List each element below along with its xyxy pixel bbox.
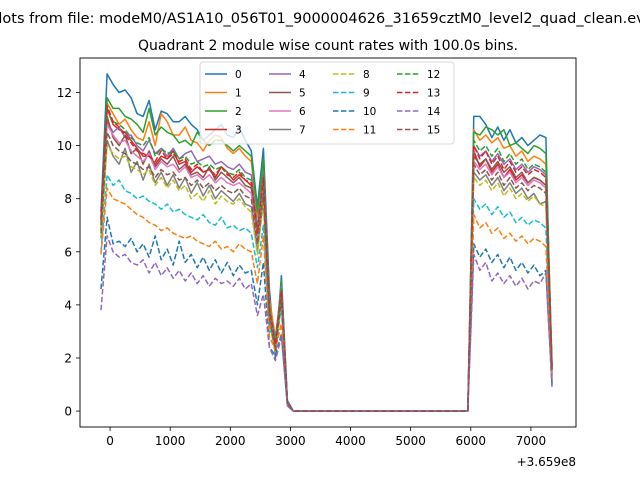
y-tick-label: 8 <box>64 192 72 206</box>
series-line-15 <box>100 131 553 412</box>
legend-label-1: 1 <box>235 88 242 100</box>
y-axis: 0 2 4 6 8 10 12 <box>57 86 80 419</box>
x-axis-offset-label: +3.659e8 <box>517 455 576 469</box>
x-tick-label: 5000 <box>395 434 426 448</box>
x-tick-label: 0 <box>106 434 114 448</box>
y-tick-label: 2 <box>64 351 72 365</box>
y-tick-label: 6 <box>64 245 72 259</box>
x-tick-label: 2000 <box>215 434 246 448</box>
plot-area: 0 1000 2000 3000 4000 5000 6000 7000 024681012 … <box>57 57 577 469</box>
x-axis: 0 1000 2000 3000 4000 5000 6000 7000 <box>106 427 546 448</box>
legend-label-6: 6 <box>299 106 306 118</box>
legend-label-11: 11 <box>363 125 376 137</box>
legend-label-4: 4 <box>299 69 306 81</box>
legend-label-12: 12 <box>427 69 440 81</box>
y-tick-label: 0 <box>64 405 72 419</box>
legend-label-9: 9 <box>363 88 370 100</box>
figure-suptitle: Plots from file: modeM0/AS1A10_056T01_90… <box>0 11 640 27</box>
legend-label-7: 7 <box>299 125 306 137</box>
legend-label-13: 13 <box>427 88 440 100</box>
legend-label-2: 2 <box>235 106 242 118</box>
legend-label-15: 15 <box>427 125 440 137</box>
x-tick-label: 1000 <box>155 434 186 448</box>
legend-label-3: 3 <box>235 125 242 137</box>
y-tick-label: 4 <box>64 298 72 312</box>
chart-title: Quadrant 2 module wise count rates with … <box>138 38 518 54</box>
legend-box <box>199 61 455 145</box>
x-tick-label: 3000 <box>275 434 306 448</box>
legend-label-14: 14 <box>427 106 441 118</box>
legend-label-10: 10 <box>363 106 376 118</box>
legend-label-0: 0 <box>235 69 242 81</box>
y-tick-label: 10 <box>57 139 72 153</box>
x-tick-label: 6000 <box>456 434 487 448</box>
y-tick-label: 12 <box>57 86 72 100</box>
x-tick-label: 7000 <box>516 434 547 448</box>
x-tick-label: 4000 <box>335 434 366 448</box>
legend-label-5: 5 <box>299 88 306 100</box>
series-layer <box>100 73 553 412</box>
legend-label-8: 8 <box>363 69 370 81</box>
axes-frame <box>79 57 577 428</box>
